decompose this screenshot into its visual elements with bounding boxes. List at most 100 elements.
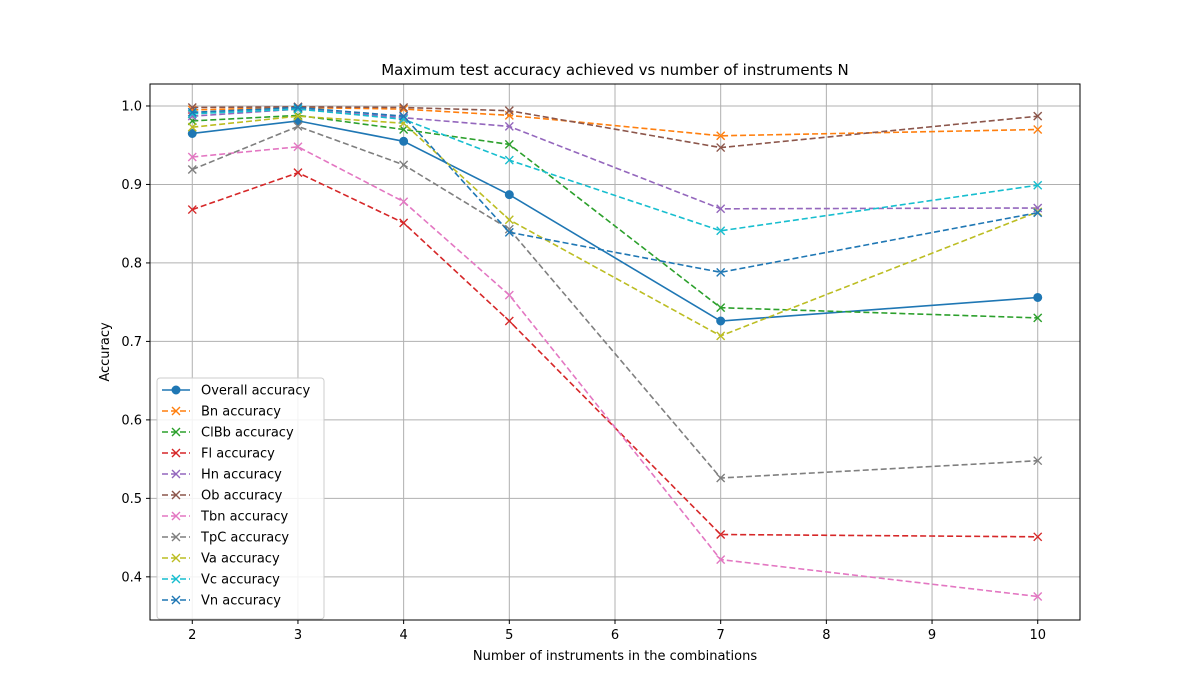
x-tick-label: 2	[188, 628, 196, 643]
x-tick-label: 4	[399, 628, 407, 643]
data-point	[504, 155, 514, 165]
legend-entry: TpC accuracy	[162, 531, 289, 546]
legend-entry: ClBb accuracy	[162, 426, 294, 441]
x-tick-label: 3	[294, 628, 302, 643]
legend-label: Bn accuracy	[201, 405, 281, 420]
series-line	[192, 108, 1038, 210]
legend-marker	[171, 511, 181, 521]
legend-label: Vn accuracy	[201, 594, 281, 609]
x-tick-label: 10	[1029, 628, 1046, 643]
series-9	[187, 104, 1043, 236]
legend-label: Overall accuracy	[201, 384, 311, 399]
series-3	[187, 168, 1043, 542]
legend-entry: Hn accuracy	[162, 468, 282, 483]
data-point	[187, 107, 197, 117]
data-point	[504, 316, 514, 326]
data-point	[187, 165, 197, 175]
data-point	[716, 267, 726, 277]
y-tick-label: 0.8	[121, 256, 142, 271]
series-line	[192, 106, 1038, 274]
data-point	[399, 103, 409, 113]
data-point	[293, 111, 303, 121]
data-point	[187, 109, 197, 119]
data-point	[504, 224, 514, 234]
series-line	[192, 120, 1038, 322]
legend-label: Fl accuracy	[201, 447, 275, 462]
data-point	[1033, 208, 1043, 218]
x-tick-label: 5	[505, 628, 513, 643]
series-line	[192, 106, 1038, 137]
legend-entry: Overall accuracy	[162, 384, 311, 399]
data-point	[399, 197, 409, 207]
data-point	[293, 104, 303, 114]
series-line	[192, 115, 1038, 337]
legend-label: Ob accuracy	[201, 489, 283, 504]
series-10	[187, 103, 1043, 277]
data-point	[504, 190, 514, 200]
y-tick-label: 0.4	[121, 570, 142, 585]
data-point	[716, 316, 726, 326]
legend-marker	[171, 490, 181, 500]
x-tick-label: 7	[717, 628, 725, 643]
legend-label: Hn accuracy	[201, 468, 282, 483]
series-line	[192, 171, 1038, 538]
y-axis-label: Accuracy	[98, 322, 113, 382]
data-point	[504, 227, 514, 237]
data-point	[399, 104, 409, 114]
data-point	[1033, 125, 1043, 135]
data-point	[716, 226, 726, 236]
legend-entry: Fl accuracy	[162, 447, 275, 462]
data-point	[187, 128, 197, 138]
data-point	[1033, 180, 1043, 190]
series-line	[191, 125, 1038, 479]
data-point	[504, 139, 514, 149]
data-point	[1033, 456, 1043, 466]
data-point	[1033, 532, 1043, 542]
data-point	[716, 473, 726, 483]
data-point	[293, 168, 303, 178]
data-point	[716, 331, 726, 341]
data-point	[716, 143, 726, 153]
data-point	[504, 121, 514, 131]
y-tick-label: 0.7	[121, 335, 142, 350]
data-point	[504, 215, 514, 225]
y-tick-label: 0.5	[121, 492, 142, 507]
data-point	[399, 136, 409, 146]
data-point	[399, 111, 409, 121]
legend-entry: Vc accuracy	[162, 573, 280, 588]
data-point	[716, 529, 726, 539]
legend-label: ClBb accuracy	[201, 426, 294, 441]
data-point	[504, 290, 514, 300]
data-point	[399, 218, 409, 228]
legend-label: Vc accuracy	[201, 573, 280, 588]
legend-entry: Va accuracy	[162, 552, 280, 567]
y-tick-label: 0.6	[121, 413, 142, 428]
legend-label: Va accuracy	[201, 552, 280, 567]
data-point	[504, 106, 514, 116]
data-point	[399, 160, 409, 170]
series-7	[187, 121, 1043, 483]
legend-entry: Vn accuracy	[162, 594, 281, 609]
data-point	[187, 122, 197, 132]
data-point	[716, 303, 726, 313]
data-point	[1033, 111, 1043, 121]
legend-entry: Tbn accuracy	[162, 510, 289, 525]
series-6	[187, 142, 1043, 601]
legend-marker	[171, 469, 181, 479]
x-tick-label: 9	[928, 628, 936, 643]
data-point	[187, 205, 197, 215]
legend: Overall accuracy Bn accuracy ClBb accuracy…	[156, 377, 325, 620]
legend-box	[156, 377, 325, 620]
legend-marker	[171, 427, 181, 437]
legend-label: Tbn accuracy	[200, 510, 289, 525]
axis-ticks: 2 3 4 5 6 7 8 9 10 0.4 0.5 0.6 0.7 0.8 0.9 1.0	[121, 99, 1046, 643]
series-line	[192, 105, 1038, 149]
y-tick-label: 0.9	[121, 178, 142, 193]
legend-label: TpC accuracy	[200, 531, 289, 546]
data-point	[293, 121, 303, 131]
data-point	[1033, 591, 1043, 601]
data-point	[1033, 313, 1043, 323]
legend-marker	[171, 595, 181, 605]
x-tick-label: 6	[611, 628, 619, 643]
